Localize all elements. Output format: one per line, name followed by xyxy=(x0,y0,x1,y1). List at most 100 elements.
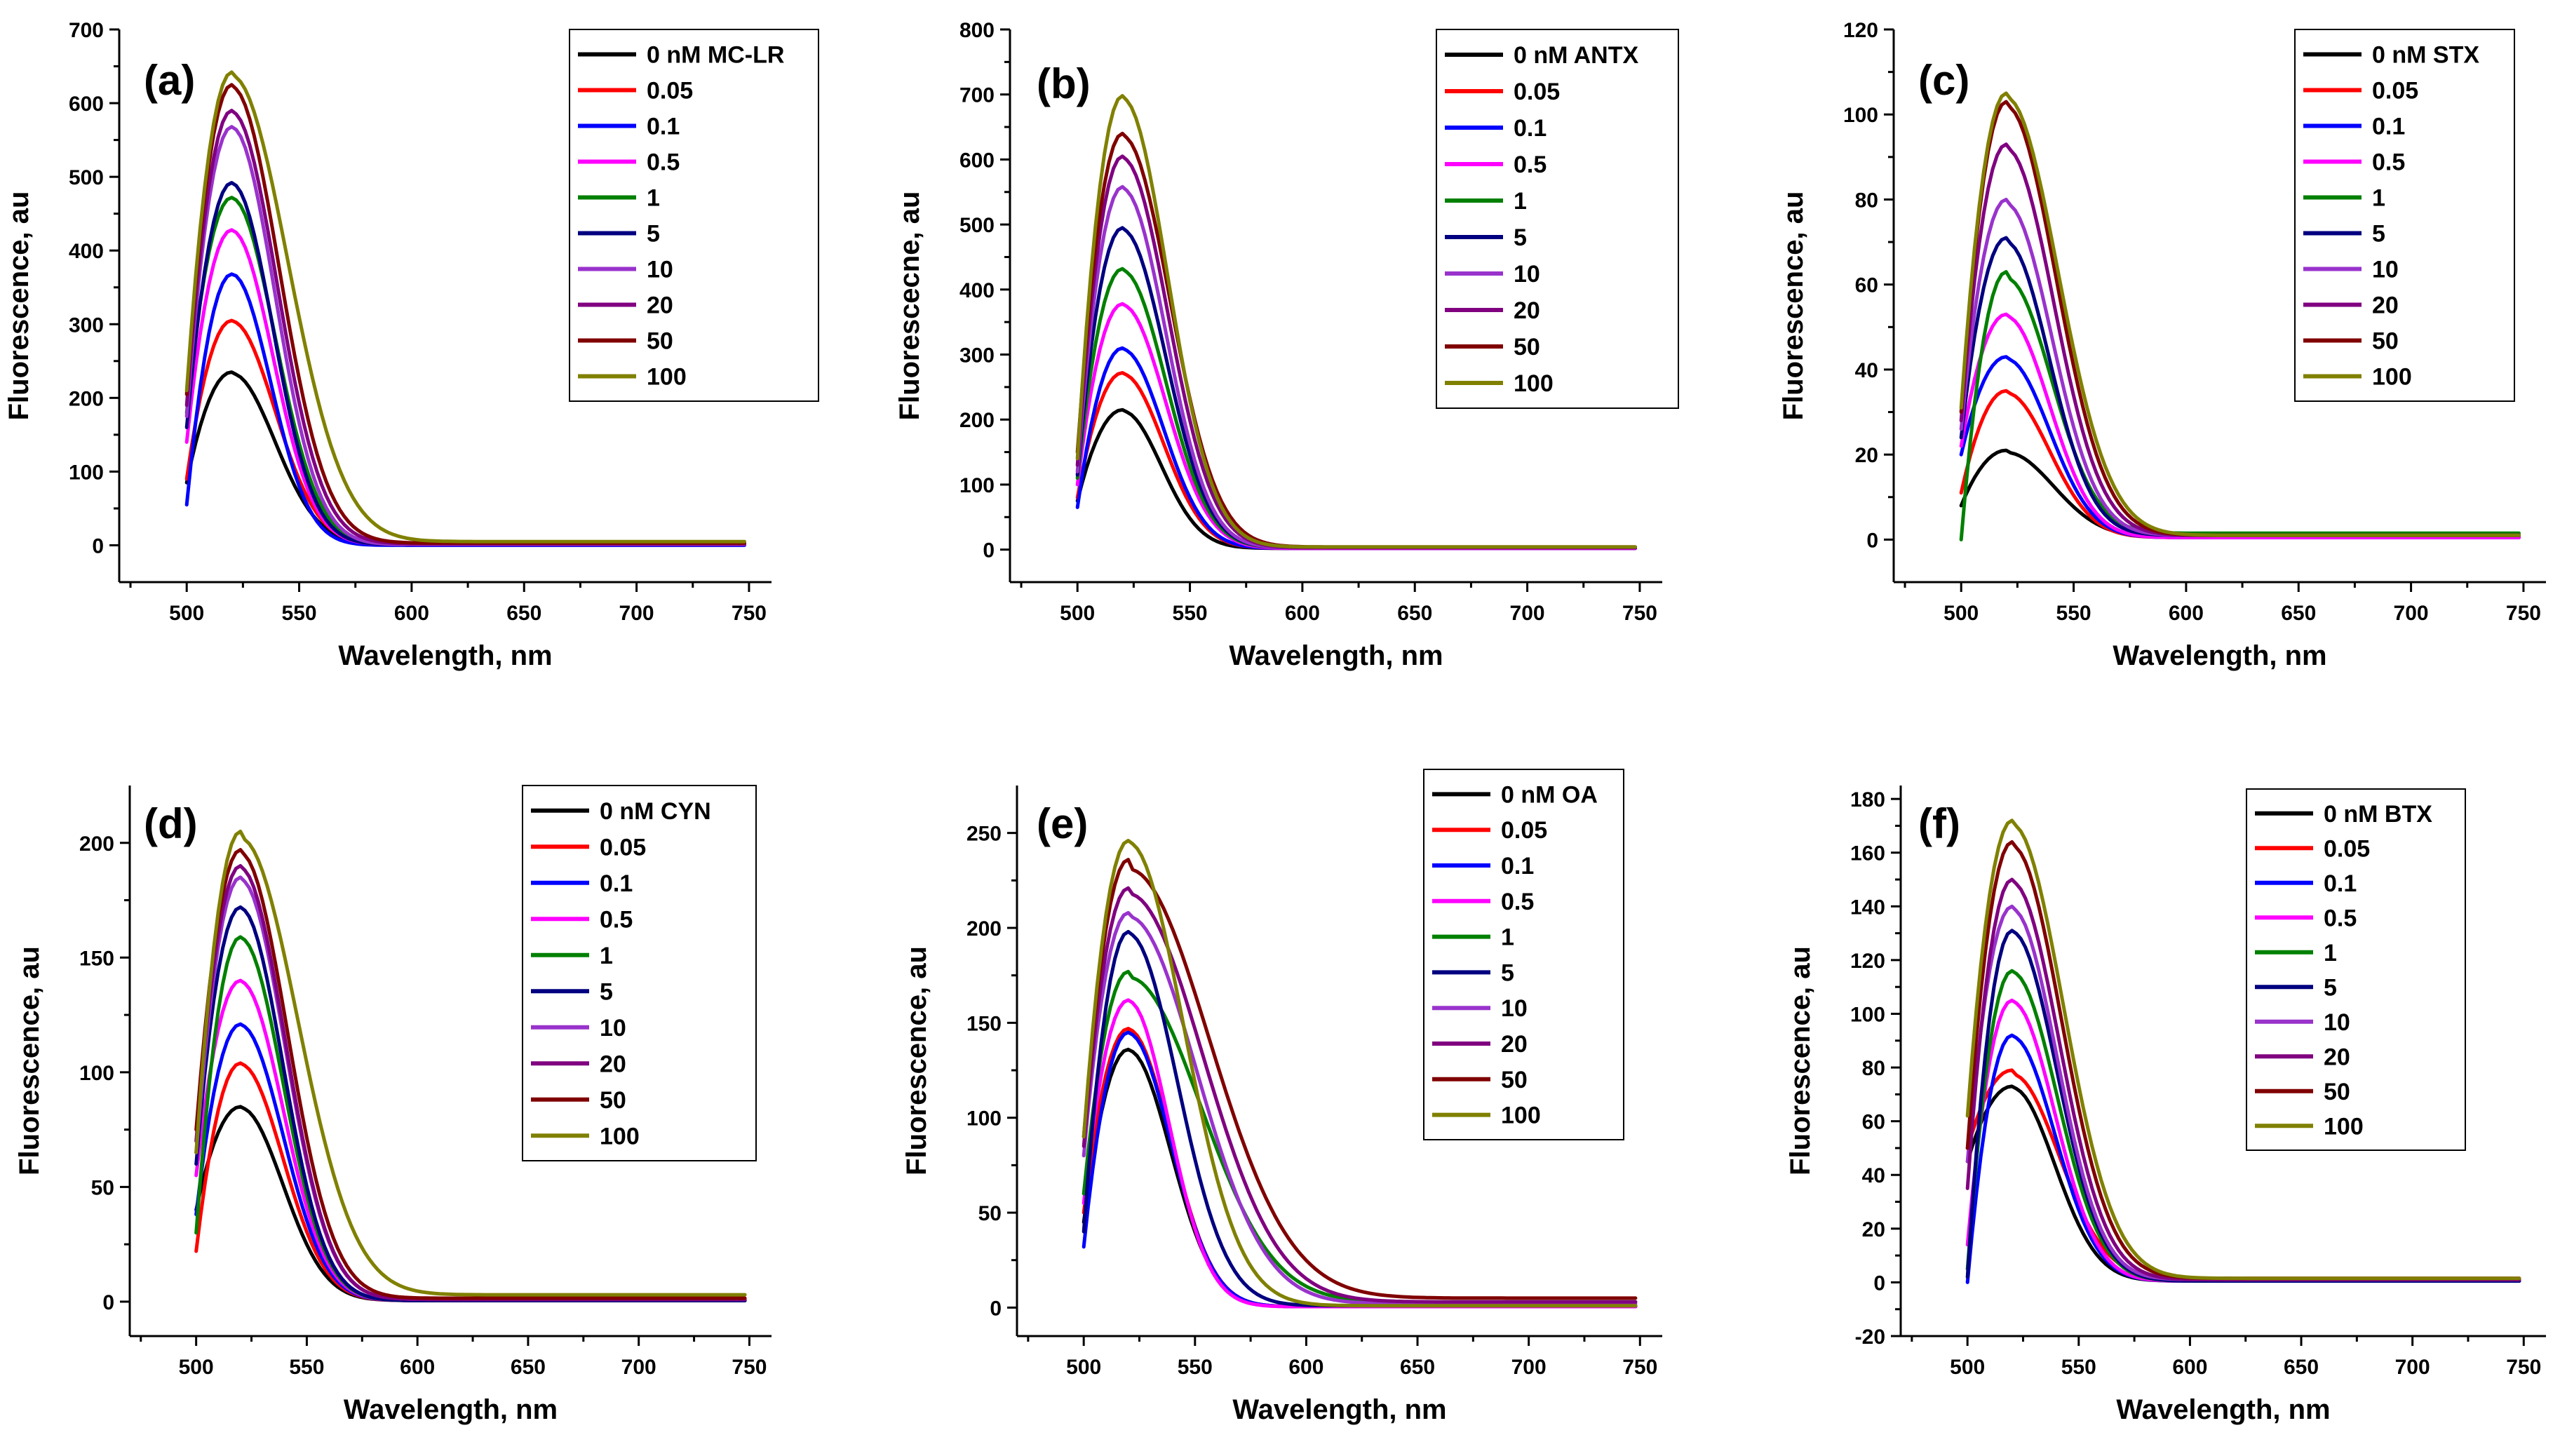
series-line-100 xyxy=(184,70,746,544)
panel-b: 500 550 600 650 700 7500100200300400500600700… xyxy=(894,19,1679,671)
x-tick-label: 750 xyxy=(2506,602,2541,625)
x-tick-label: 500 xyxy=(179,1356,214,1379)
series-line-50 xyxy=(194,848,747,1300)
series-line-50 xyxy=(1082,858,1638,1300)
y-tick-label: 800 xyxy=(959,19,995,42)
legend-label: 0.1 xyxy=(647,114,680,140)
y-tick-label: 100 xyxy=(69,461,104,484)
x-axis-title: Wavelength, nm xyxy=(344,1394,558,1425)
y-tick-label: 160 xyxy=(1850,842,1885,865)
series-line-100 xyxy=(1082,839,1638,1308)
legend-label: 0.5 xyxy=(2324,905,2357,931)
legend-label: 1 xyxy=(2372,185,2385,212)
panel-label: (e) xyxy=(1037,800,1088,847)
y-tick-label: 0 xyxy=(102,1291,114,1314)
legend-label: 0.1 xyxy=(1501,853,1534,879)
y-tick-label: -20 xyxy=(1855,1326,1885,1349)
x-tick-label: 750 xyxy=(1622,602,1657,625)
y-tick-label: 250 xyxy=(966,823,1002,846)
panel-c: 500 550 600 650 700 750020406080100120Wavelen… xyxy=(1778,19,2546,671)
legend-label: 100 xyxy=(647,364,687,391)
y-tick-label: 500 xyxy=(69,166,104,189)
x-axis-title: Wavelength, nm xyxy=(2116,1394,2330,1425)
legend-label: 10 xyxy=(600,1015,626,1042)
x-tick-label: 500 xyxy=(1066,1356,1101,1379)
y-tick-label: 40 xyxy=(1855,359,1878,382)
legend-label: 20 xyxy=(1501,1031,1528,1058)
y-tick-label: 150 xyxy=(79,947,114,970)
legend-label: 100 xyxy=(2372,364,2412,391)
x-tick-label: 600 xyxy=(1285,602,1320,625)
x-tick-label: 550 xyxy=(2056,602,2091,625)
legend-label: 10 xyxy=(1501,995,1528,1022)
y-tick-label: 300 xyxy=(69,314,104,337)
x-axis-title: Wavelength, nm xyxy=(2113,640,2326,671)
panel-label: (a) xyxy=(144,57,195,104)
y-tick-label: 200 xyxy=(79,833,114,856)
y-tick-label: 100 xyxy=(966,1107,1002,1131)
y-axis-title: Fluorescence, au xyxy=(1778,191,1809,421)
legend-label: 0.5 xyxy=(2372,149,2405,176)
legend-label: 0.05 xyxy=(647,78,693,105)
legend: 0 nM MC-LR 0.05 0.1 0.5 1 5 10 20 50 100 xyxy=(569,29,819,402)
legend-label: 100 xyxy=(1514,370,1554,397)
y-tick-label: 200 xyxy=(966,917,1002,941)
x-tick-label: 600 xyxy=(394,602,429,625)
x-axis-title: Wavelength, nm xyxy=(1229,640,1443,671)
y-tick-label: 140 xyxy=(1850,896,1885,919)
y-tick-label: 100 xyxy=(1843,104,1878,127)
x-tick-label: 550 xyxy=(289,1356,324,1379)
y-tick-label: 100 xyxy=(79,1062,114,1085)
x-tick-label: 650 xyxy=(1397,602,1432,625)
legend-label: 100 xyxy=(1501,1103,1541,1129)
panel-f: 500 550 600 650 700 750-200204060801001201401… xyxy=(1785,786,2546,1425)
y-tick-label: 150 xyxy=(966,1012,1002,1035)
legend-label: 0 nM BTX xyxy=(2324,801,2432,828)
y-tick-label: 20 xyxy=(1862,1218,1885,1241)
legend-label: 0.5 xyxy=(1501,889,1534,915)
y-axis-title: Fluorescence, au xyxy=(4,191,34,421)
legend: 0 nM BTX 0.05 0.1 0.5 1 5 10 20 50 100 xyxy=(2246,788,2466,1151)
legend-label: 50 xyxy=(647,328,673,355)
legend-label: 5 xyxy=(2324,974,2337,1001)
panel-label: (f) xyxy=(1918,800,1960,847)
legend: 0 nM ANTX 0.05 0.1 0.5 1 5 10 20 50 100 xyxy=(1436,29,1679,409)
y-tick-label: 20 xyxy=(1855,444,1878,467)
series-line-100 xyxy=(1959,91,2521,537)
legend-label: 0.5 xyxy=(647,149,680,176)
legend-label: 5 xyxy=(2372,221,2385,248)
legend-label: 0.05 xyxy=(2324,835,2370,862)
legend-label: 20 xyxy=(1514,297,1540,324)
legend-label: 1 xyxy=(600,943,613,969)
x-tick-label: 700 xyxy=(1511,1356,1547,1379)
legend-label: 100 xyxy=(600,1123,640,1150)
y-tick-label: 50 xyxy=(978,1202,1002,1225)
legend-label: 0 nM ANTX xyxy=(1514,42,1639,69)
x-tick-label: 550 xyxy=(2061,1356,2096,1379)
legend-label: 0 nM CYN xyxy=(600,798,711,825)
x-tick-label: 600 xyxy=(400,1356,435,1379)
panel-label: (b) xyxy=(1037,60,1091,107)
x-tick-label: 500 xyxy=(1060,602,1095,625)
series-line-0 xyxy=(1959,448,2521,539)
legend-label: 1 xyxy=(647,185,660,212)
x-tick-label: 750 xyxy=(1622,1356,1657,1379)
x-tick-label: 700 xyxy=(1510,602,1545,625)
legend-label: 5 xyxy=(647,221,660,248)
y-tick-label: 180 xyxy=(1850,788,1885,811)
legend-label: 0.05 xyxy=(1514,79,1560,105)
legend-label: 1 xyxy=(1514,188,1527,215)
y-tick-label: 100 xyxy=(959,474,995,497)
legend-label: 0.5 xyxy=(600,906,633,933)
x-tick-label: 650 xyxy=(511,1356,546,1379)
y-tick-label: 0 xyxy=(92,534,104,558)
panel-label: (c) xyxy=(1918,57,1969,104)
y-tick-label: 400 xyxy=(69,240,104,263)
legend: 0 nM CYN 0.05 0.1 0.5 1 5 10 20 50 100 xyxy=(522,785,757,1161)
legend-label: 0.05 xyxy=(2372,78,2418,105)
y-tick-label: 40 xyxy=(1862,1164,1885,1187)
legend-label: 10 xyxy=(647,257,673,283)
legend-label: 0.1 xyxy=(600,870,633,897)
series-line-100 xyxy=(1075,94,1637,549)
